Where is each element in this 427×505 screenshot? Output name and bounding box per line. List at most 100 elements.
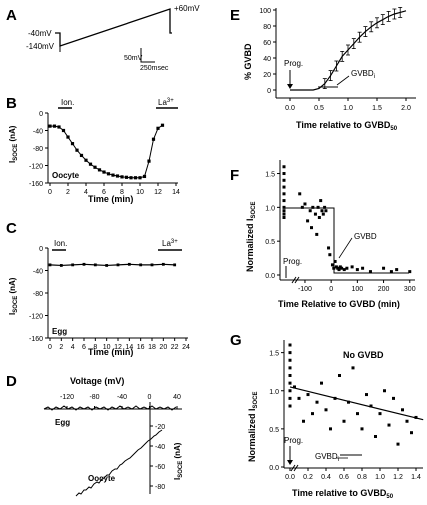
c-xtick-label: 0 — [48, 344, 52, 351]
data-point — [70, 142, 75, 146]
data-point — [129, 176, 133, 180]
data-point — [288, 404, 292, 408]
data-point — [356, 412, 359, 416]
g-xtick-label: 0.8 — [357, 474, 367, 481]
progesterone-arrow-head — [287, 460, 293, 465]
data-point — [298, 192, 302, 196]
gvbd-pointer — [336, 75, 350, 86]
c-ytick-label: -80 — [33, 291, 43, 298]
data-point — [139, 263, 143, 267]
data-point — [106, 172, 111, 176]
data-point — [340, 266, 344, 270]
data-point — [338, 374, 341, 377]
panel-e: E 0 20 40 60 80 100 0.0 0.5 1.0 1.5 2.0 % GVBD Ti… — [230, 7, 416, 132]
f-ytick-label: 1.5 — [265, 172, 275, 179]
data-point — [389, 270, 393, 274]
data-point — [315, 400, 319, 404]
x-ticks: 0 2 4 6 8 10 12 14 16 18 20 22 24 — [48, 338, 190, 351]
data-point — [302, 419, 305, 423]
c-xtick-label: 24 — [182, 344, 190, 351]
data-point — [327, 246, 331, 250]
data-point — [93, 165, 97, 169]
c-xtick-label: 14 — [125, 344, 133, 351]
b-xtick-label: 6 — [102, 189, 106, 196]
data-point — [316, 205, 320, 209]
panel-letter-f: F — [230, 167, 239, 184]
c-ytick-label: -40 — [33, 269, 43, 276]
data-point — [321, 212, 325, 216]
c-ytick-label: -120 — [29, 314, 43, 321]
data-point — [414, 415, 418, 419]
y-axis-label: % GVBD — [243, 43, 253, 80]
panel-letter-g: G — [230, 332, 242, 349]
axis-break — [290, 464, 296, 472]
e-ytick-label: 0 — [267, 88, 271, 95]
g-xtick-label: 1.0 — [375, 474, 385, 481]
data-point — [311, 205, 315, 209]
lanthanum-label: La3+ — [162, 239, 178, 248]
c-xtick-label: 16 — [137, 344, 145, 351]
data-point — [57, 125, 61, 129]
data-point — [105, 264, 109, 267]
e-xtick-label: 1.0 — [343, 105, 353, 112]
lanthanum-label: La3+ — [158, 98, 174, 107]
data-point — [52, 124, 57, 128]
scale-bar — [140, 48, 155, 63]
panel-letter-c: C — [6, 220, 17, 237]
data-point — [410, 431, 413, 435]
d-ytick-label: -80 — [155, 484, 165, 491]
f-ytick-label: 1.0 — [265, 205, 275, 212]
data-point — [345, 266, 349, 270]
d-xtick-label: -80 — [89, 394, 99, 401]
data-point — [401, 408, 404, 412]
data-point — [374, 435, 377, 438]
x-axis-label: Time Relative to GVBD (min) — [278, 299, 400, 309]
e-ytick-label: 40 — [263, 56, 271, 63]
progesterone-label: Prog. — [284, 436, 303, 445]
g-ytick-label: 0.0 — [269, 465, 279, 472]
d-xtick-label: -40 — [117, 394, 127, 401]
data-point — [324, 408, 328, 412]
data-point — [361, 266, 365, 270]
x-axis-label: Time (min) — [88, 347, 133, 357]
series-line — [50, 124, 163, 179]
data-point — [88, 162, 93, 166]
data-point — [156, 126, 160, 130]
f-ytick-label: 0.0 — [265, 273, 275, 280]
oocyte-label: Oocyte — [88, 474, 116, 483]
data-point — [369, 404, 373, 408]
data-point — [150, 263, 154, 267]
egg-trace — [43, 405, 177, 411]
x-ticks: 0 2 4 6 8 10 12 14 — [48, 183, 180, 196]
data-point — [282, 205, 286, 209]
y-axis-label: Normalized ISOCE — [245, 201, 257, 272]
data-point — [282, 165, 286, 169]
data-point — [333, 396, 337, 400]
data-point — [306, 393, 310, 397]
b-xtick-label: 12 — [154, 189, 162, 196]
data-point — [387, 423, 391, 427]
data-point — [282, 216, 286, 219]
e-ytick-label: 20 — [263, 72, 271, 79]
g-xtick-label: 1.2 — [393, 474, 403, 481]
f-xtick-label: 0 — [329, 286, 333, 293]
data-point — [288, 366, 292, 370]
g-xtick-label: 1.4 — [411, 474, 421, 481]
c-ytick-label: 0 — [39, 246, 43, 253]
data-point — [288, 358, 292, 362]
data-point — [142, 174, 147, 179]
data-point — [320, 209, 324, 213]
data-point — [300, 205, 304, 209]
error-bars — [322, 7, 403, 89]
trend-line — [289, 386, 424, 421]
data-point — [355, 268, 359, 272]
panel-letter-a: A — [6, 7, 17, 24]
b-xtick-label: 10 — [136, 189, 144, 196]
data-points — [48, 262, 177, 267]
y-ticks: 0.0 0.5 1.0 1.5 — [265, 172, 280, 280]
data-point — [337, 268, 341, 272]
x-ticks: 0.0 0.5 1.0 1.5 2.0 — [285, 98, 411, 112]
data-point — [48, 124, 52, 128]
data-point — [133, 176, 138, 180]
d-xtick-label: 0 — [148, 394, 152, 401]
